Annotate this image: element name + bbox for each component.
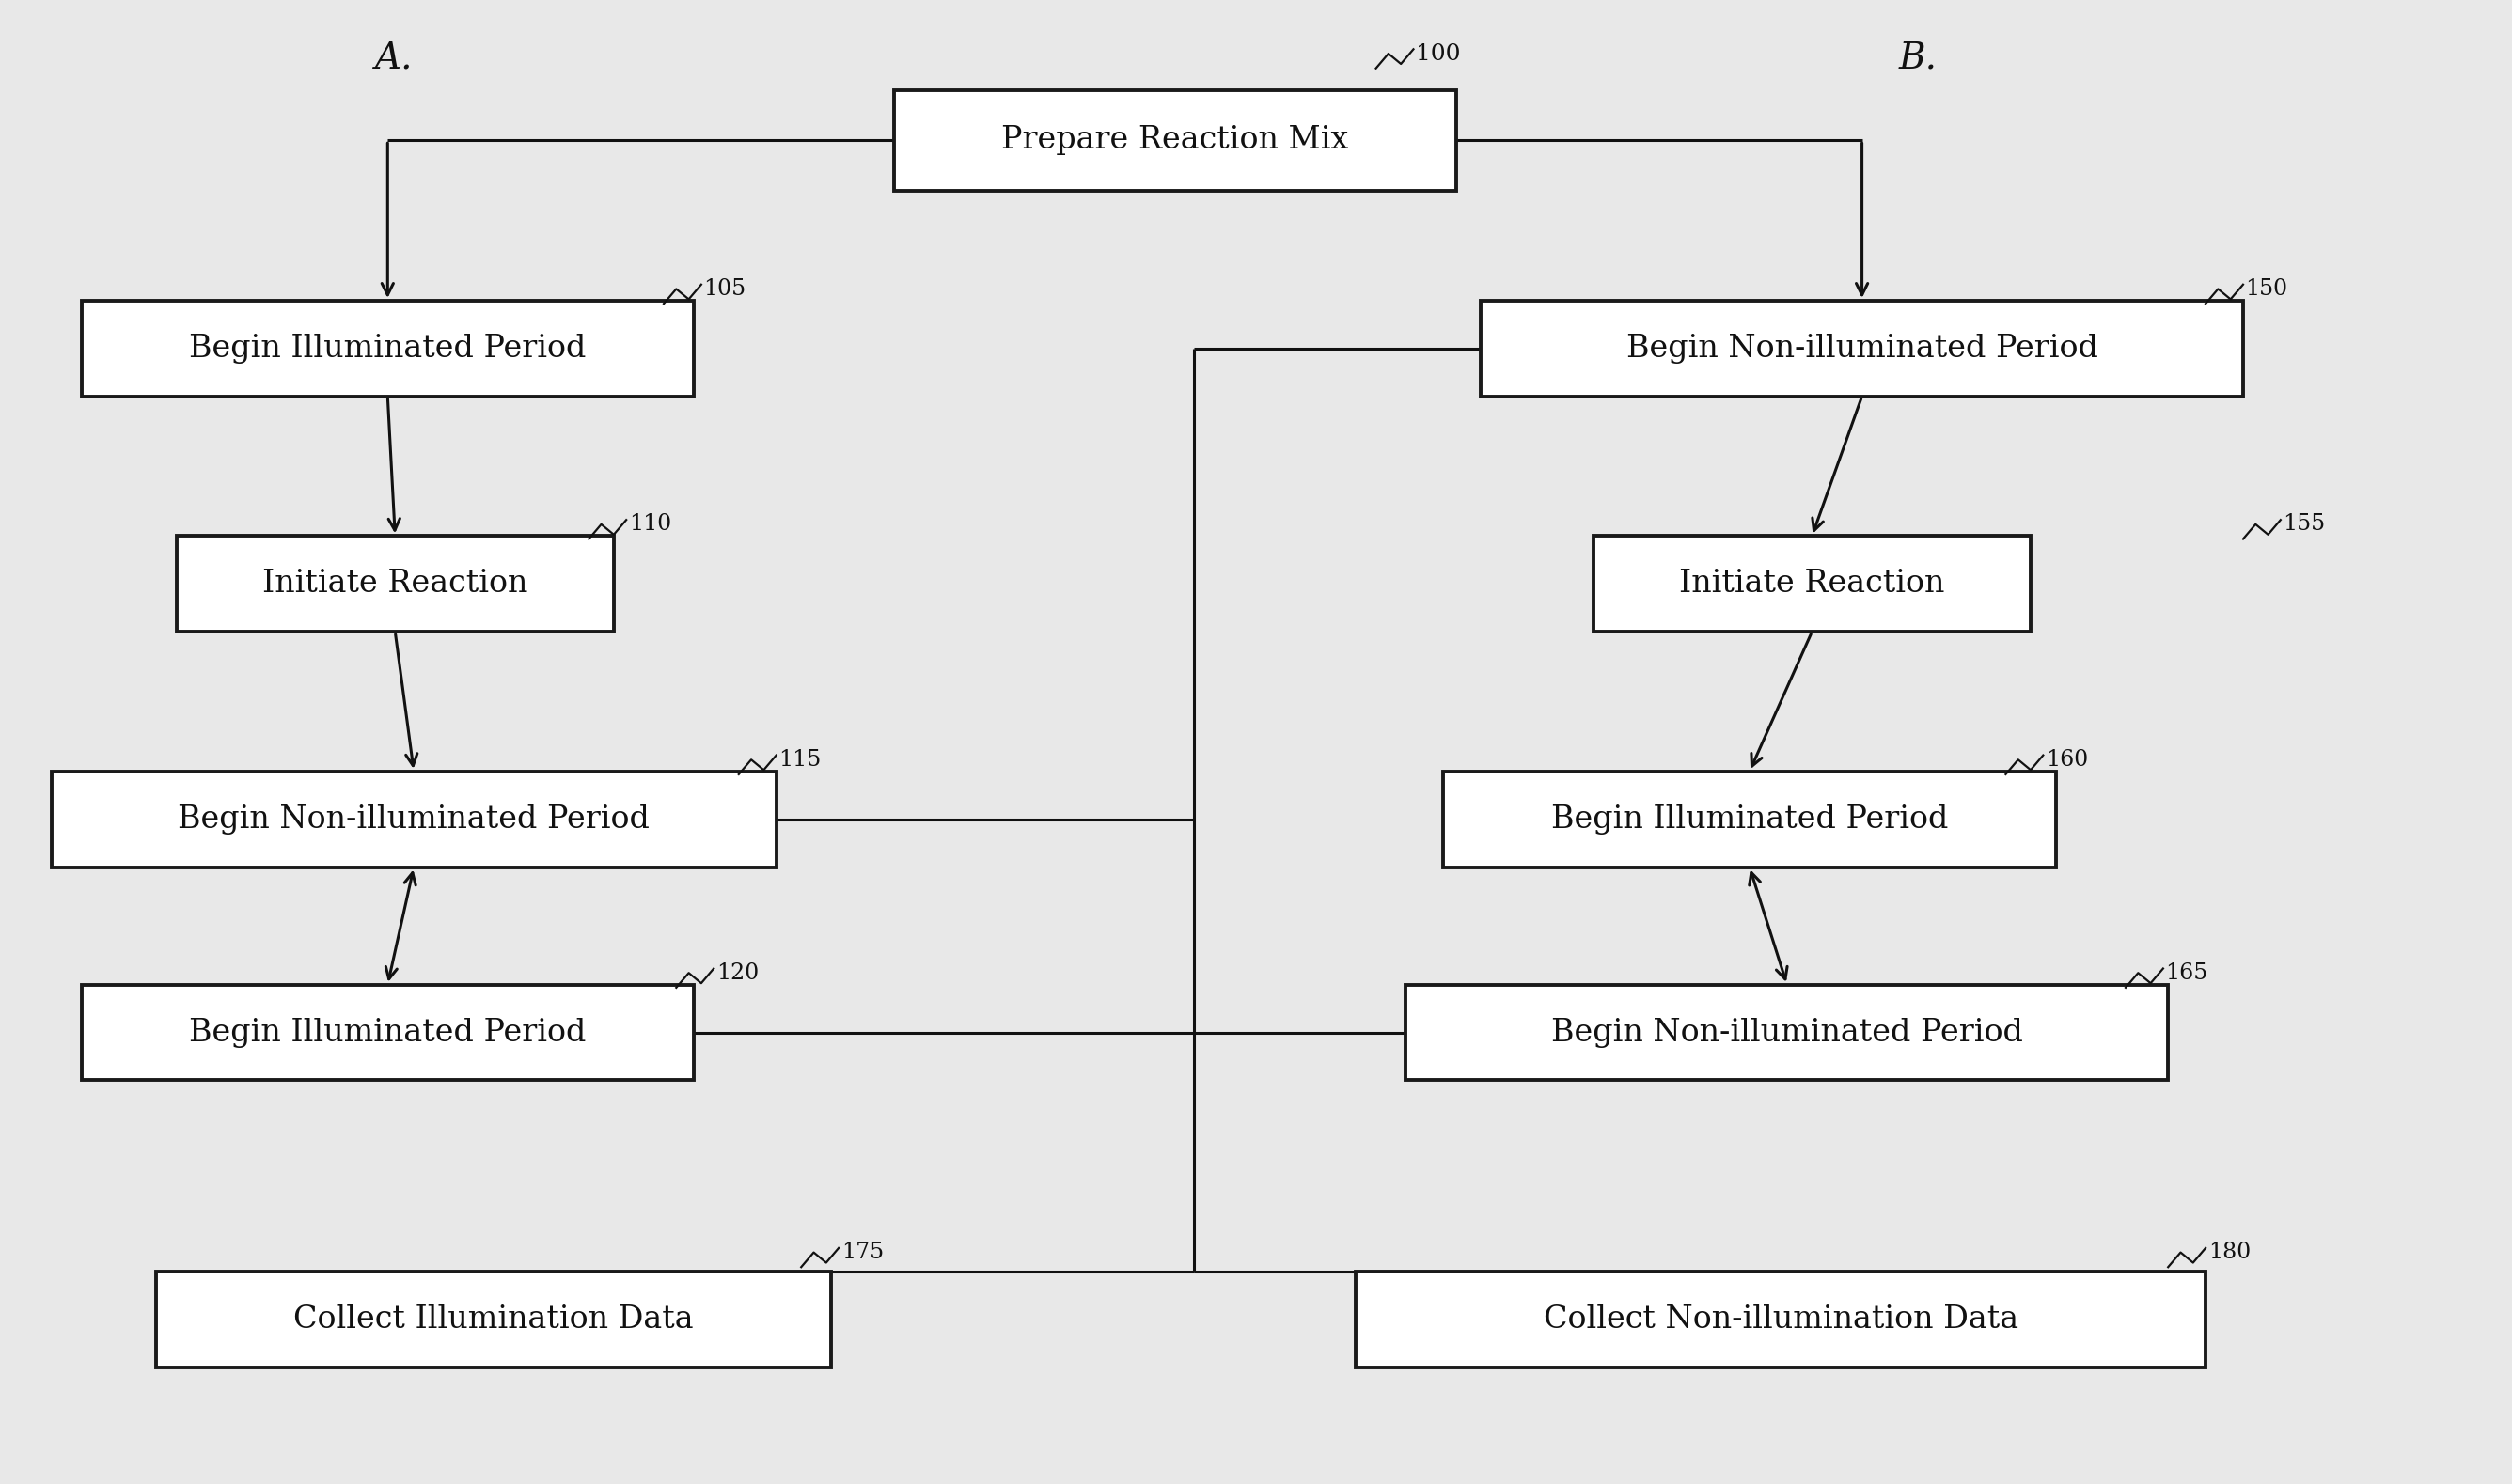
Bar [176,536,613,632]
Text: A.: A. [374,40,412,76]
Text: Begin Illuminated Period: Begin Illuminated Period [188,334,585,364]
Text: Collect Illumination Data: Collect Illumination Data [294,1304,693,1334]
Bar [1356,1272,2206,1367]
Bar [53,772,776,867]
Text: 100: 100 [1417,43,1459,64]
Text: 155: 155 [2283,513,2326,536]
Text: 180: 180 [2208,1242,2251,1263]
Text: Prepare Reaction Mix: Prepare Reaction Mix [1002,125,1349,156]
Text: Begin Non-illuminated Period: Begin Non-illuminated Period [178,804,651,834]
Text: 120: 120 [716,962,759,984]
Bar [1482,301,2243,396]
Bar [1407,985,2168,1080]
Text: Begin Non-illuminated Period: Begin Non-illuminated Period [1625,334,2098,364]
Text: Collect Non-illumination Data: Collect Non-illumination Data [1542,1304,2017,1334]
Text: 175: 175 [842,1242,884,1263]
Text: 160: 160 [2045,749,2087,770]
Bar [894,91,1457,190]
Text: Initiate Reaction: Initiate Reaction [261,568,528,600]
Bar [80,301,693,396]
Text: 110: 110 [628,513,671,536]
Text: Initiate Reaction: Initiate Reaction [1681,568,1944,600]
Text: Begin Non-illuminated Period: Begin Non-illuminated Period [1550,1018,2022,1048]
Text: 150: 150 [2246,278,2288,300]
Bar [1593,536,2030,632]
Text: 115: 115 [779,749,821,770]
Text: Begin Illuminated Period: Begin Illuminated Period [188,1018,585,1048]
Text: B.: B. [1899,40,1937,76]
Bar [156,1272,831,1367]
Text: Begin Illuminated Period: Begin Illuminated Period [1550,804,1949,834]
Text: 165: 165 [2165,962,2208,984]
Bar [80,985,693,1080]
Bar [1444,772,2055,867]
Text: 105: 105 [703,278,746,300]
